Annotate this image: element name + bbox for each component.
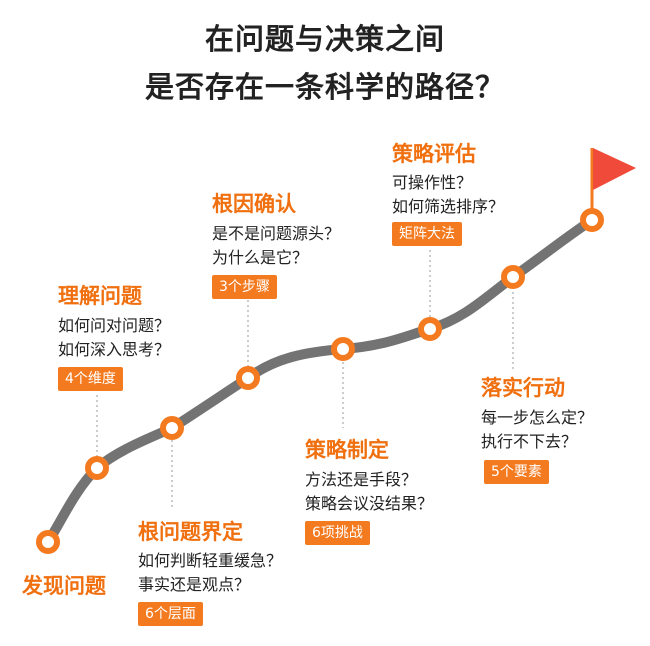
stage-action-badge: 5个要素 (484, 460, 549, 484)
stage-root-problem-question-1: 如何判断轻重缓急？ (138, 551, 283, 570)
stage-root-cause-title: 根因确认 (212, 192, 296, 216)
milestone-evaluate (418, 317, 442, 341)
stage-action-question-2: 执行不下去？ (481, 432, 578, 451)
stage-root-problem-question-2: 事实还是观点？ (138, 575, 251, 594)
stage-discover-title: 发现问题 (22, 574, 106, 598)
title-line-1: 在问题与决策之间 (204, 22, 445, 56)
stage-strategy-badge: 6项挑战 (305, 521, 370, 545)
milestone-understand (85, 456, 109, 480)
stage-evaluate-question-1: 可操作性？ (392, 173, 473, 192)
stage-strategy-question-1: 方法还是手段？ (305, 470, 418, 489)
milestones (36, 208, 604, 554)
stage-action-question-1: 每一步怎么定？ (481, 408, 594, 427)
milestone-goal (580, 208, 604, 232)
milestone-action (501, 265, 525, 289)
stage-evaluate-question-2: 如何筛选排序？ (392, 197, 505, 216)
milestone-discover (36, 530, 60, 554)
milestone-root-cause (236, 366, 260, 390)
stage-strategy-title: 策略制定 (305, 438, 389, 462)
stage-understand-question-2: 如何深入思考？ (58, 340, 171, 359)
stage-root-problem-badge: 6个层面 (138, 602, 203, 626)
stage-root-problem-title: 根问题界定 (138, 520, 243, 544)
stage-evaluate-badge: 矩阵大法 (392, 222, 462, 246)
stage-root-cause-badge: 3个步骤 (212, 275, 277, 299)
stage-action-title: 落实行动 (481, 376, 565, 400)
stage-strategy-question-2: 策略会议没结果？ (305, 494, 434, 513)
stage-root-cause-question-2: 为什么是它？ (212, 248, 309, 267)
flag-icon (593, 148, 636, 190)
milestone-root-problem (160, 416, 184, 440)
stage-understand-badge: 4个维度 (58, 367, 123, 391)
stage-root-cause-question-1: 是不是问题源头？ (212, 224, 341, 243)
stage-evaluate-title: 策略评估 (392, 142, 476, 166)
title-line-2: 是否存在一条科学的路径？ (144, 70, 505, 104)
milestone-strategy (331, 337, 355, 361)
stage-understand-title: 理解问题 (58, 284, 142, 308)
stage-understand-question-1: 如何问对问题？ (58, 316, 171, 335)
